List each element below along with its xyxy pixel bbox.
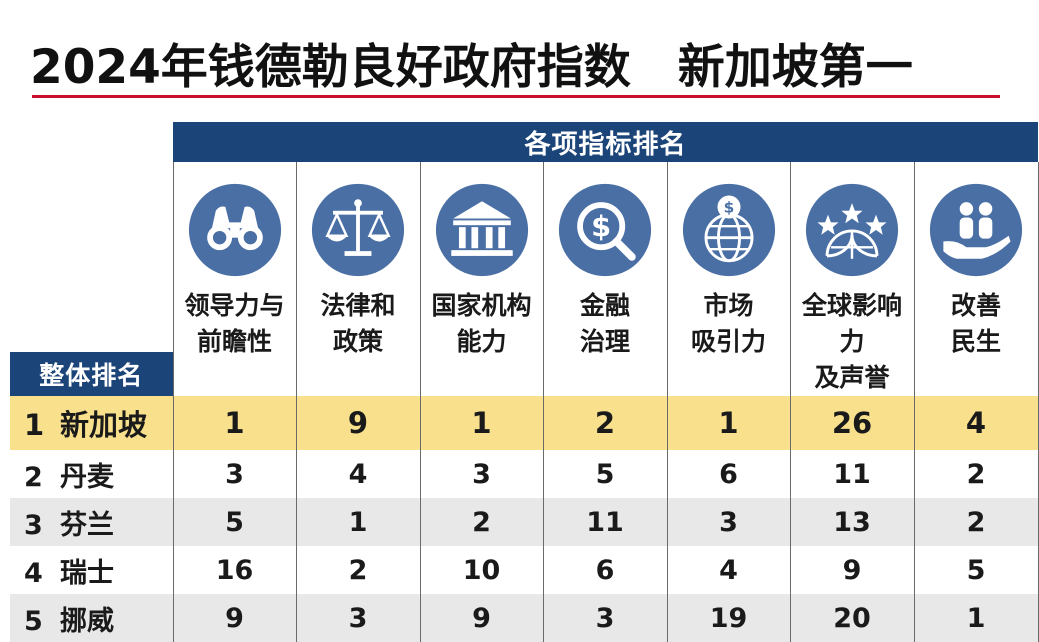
globe-stars-icon	[804, 182, 900, 278]
rank-number: 1	[24, 408, 45, 442]
indicator-label-institutions: 国家机构 能力	[431, 291, 532, 356]
rank-value: 9	[295, 396, 421, 450]
rank-value: 3	[419, 450, 544, 498]
rank-value: 9	[419, 594, 544, 642]
country-cell: 1 新加坡	[10, 396, 173, 450]
rank-value: 1	[666, 396, 791, 450]
table-row: 5 挪威 9 3 9 3 19 20 1	[10, 594, 1039, 642]
rank-value: 26	[789, 396, 915, 450]
rank-value: 5	[913, 546, 1039, 594]
indicator-header-row: 整体排名 领导力与 前瞻性 法律和 政策	[10, 162, 1039, 396]
rank-value: 20	[789, 594, 915, 642]
indicator-header: $ 金融 治理	[542, 162, 668, 396]
rank-value: 11	[542, 498, 668, 546]
rank-value: 2	[913, 450, 1039, 498]
indicator-header: $ 市场 吸引力	[666, 162, 791, 396]
rank-value: 1	[295, 498, 421, 546]
rank-number: 2	[24, 461, 43, 493]
ranking-table: 各项指标排名 整体排名 领导力与 前瞻性 法律和 政策	[10, 122, 1039, 642]
rank-value: 3	[666, 498, 791, 546]
rank-value: 5	[542, 450, 668, 498]
country-name: 新加坡	[60, 408, 148, 442]
hand-people-icon	[928, 182, 1024, 278]
indicator-label-market: 市场 吸引力	[690, 291, 766, 356]
country-cell: 2 丹麦	[10, 450, 173, 498]
rank-value: 5	[172, 498, 297, 546]
indicator-label-global-influence: 全球影响力 及声誉	[801, 291, 902, 392]
indicator-header: 改善 民生	[913, 162, 1039, 396]
indicator-label-financial: 金融 治理	[579, 291, 630, 356]
country-name: 瑞士	[60, 557, 114, 589]
indicator-label-leadership: 领导力与 前瞻性	[184, 291, 285, 356]
indicator-header: 领导力与 前瞻性	[172, 162, 297, 396]
country-name: 挪威	[60, 605, 114, 637]
table-row: 1 新加坡 1 9 1 2 1 26 4	[10, 396, 1039, 450]
page-title: 2024年钱德勒良好政府指数 新加坡第一	[30, 40, 913, 95]
indicator-header: 全球影响力 及声誉	[789, 162, 915, 396]
indicator-header: 法律和 政策	[295, 162, 421, 396]
svg-text:$: $	[591, 209, 611, 243]
rank-value: 2	[419, 498, 544, 546]
rank-value: 2	[295, 546, 421, 594]
rank-value: 16	[172, 546, 297, 594]
rank-value: 3	[172, 450, 297, 498]
institution-icon	[434, 182, 530, 278]
country-cell: 5 挪威	[10, 594, 173, 642]
binoculars-icon	[187, 182, 283, 278]
group-header-row: 各项指标排名	[10, 122, 1038, 162]
header-corner	[10, 122, 173, 162]
scales-icon	[310, 182, 406, 278]
globe-dollar-icon: $	[681, 182, 777, 278]
table-row: 2 丹麦 3 4 3 5 6 11 2	[10, 450, 1039, 498]
rank-number: 4	[24, 557, 43, 589]
rank-value: 2	[542, 396, 668, 450]
rank-value: 19	[666, 594, 791, 642]
infographic: 2024年钱德勒良好政府指数 新加坡第一 各项指标排名 整体排名 领导力与 前瞻…	[10, 40, 1039, 642]
indicator-label-law-policy: 法律和 政策	[320, 291, 396, 356]
title-divider	[32, 95, 1000, 98]
country-name: 芬兰	[60, 509, 114, 541]
overall-rank-header-cell: 整体排名	[10, 162, 173, 396]
rank-value: 6	[666, 450, 791, 498]
rank-value: 10	[419, 546, 544, 594]
rank-value: 2	[913, 498, 1039, 546]
overall-rank-header: 整体排名	[10, 352, 173, 396]
rank-value: 11	[789, 450, 915, 498]
indicator-group-header: 各项指标排名	[173, 122, 1038, 162]
rank-value: 6	[542, 546, 668, 594]
rank-value: 4	[913, 396, 1039, 450]
country-cell: 3 芬兰	[10, 498, 173, 546]
rank-value: 13	[789, 498, 915, 546]
rank-number: 3	[24, 509, 43, 541]
rank-number: 5	[24, 605, 43, 637]
rank-value: 3	[295, 594, 421, 642]
country-name: 丹麦	[60, 461, 114, 493]
svg-text:$: $	[723, 199, 734, 217]
country-cell: 4 瑞士	[10, 546, 173, 594]
rank-value: 1	[913, 594, 1039, 642]
rank-value: 3	[542, 594, 668, 642]
rank-value: 4	[295, 450, 421, 498]
rank-value: 9	[789, 546, 915, 594]
dollar-magnifier-icon: $	[557, 182, 653, 278]
rank-value: 1	[172, 396, 297, 450]
rank-value: 4	[666, 546, 791, 594]
indicator-label-wellbeing: 改善 民生	[950, 291, 1001, 356]
table-row: 4 瑞士 16 2 10 6 4 9 5	[10, 546, 1039, 594]
rank-value: 9	[172, 594, 297, 642]
table-row: 3 芬兰 5 1 2 11 3 13 2	[10, 498, 1039, 546]
rank-value: 1	[419, 396, 544, 450]
indicator-header: 国家机构 能力	[419, 162, 544, 396]
